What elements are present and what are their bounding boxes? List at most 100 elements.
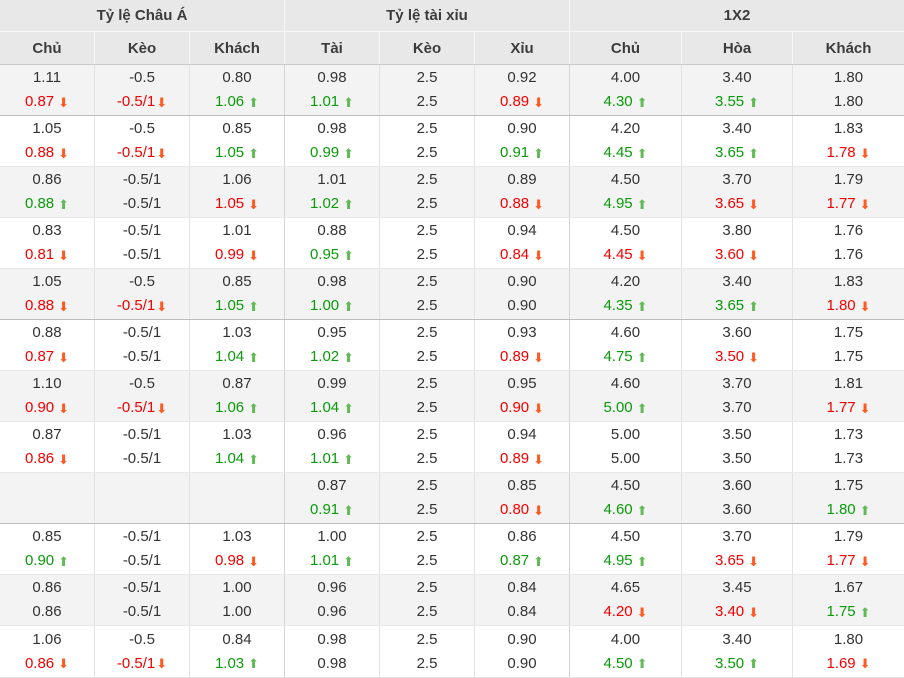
group-header-over-under: Tỷ lệ tài xỉu (285, 0, 570, 31)
trend-up-icon: ⬆ (248, 656, 260, 671)
current-odds-value: 0.90 ⬆ (25, 549, 69, 573)
previous-odds-value: 1.11 (32, 69, 62, 86)
odds-cell: 1.00 1.01 ⬆ (285, 524, 380, 574)
current-odds-value: 4.45 ⬇ (603, 243, 647, 267)
previous-odds-value: -0.5 (129, 69, 155, 86)
odds-number: 0.98 (317, 654, 347, 672)
odds-cell: 0.90 0.90 (475, 269, 570, 319)
odds-number: 0.86 (24, 654, 55, 672)
trend-up-icon: ⬆ (343, 349, 355, 365)
current-odds-value: 1.02 ⬆ (310, 345, 354, 369)
odds-row: 0.88 0.87 ⬇ -0.5/1 -0.5/1 1.03 1.04 ⬆ 0.95 1.02 ⬆ 2… (0, 320, 904, 371)
odds-row: 1.11 0.87 ⬇ -0.5 -0.5/1 ⬇ 0.80 1.06 ⬆ 0.98 1.01 ⬆ 2.… (0, 65, 904, 116)
previous-odds-value: 0.87 (317, 477, 347, 494)
odds-row: 0.87 0.91 ⬆ 2.5 2.5 0.85 0.80 ⬇ 4.50 4.60 ⬆ 3.60 3.6… (0, 473, 904, 524)
odds-number: 3.65 (714, 144, 745, 161)
current-odds-value: 0.90 (507, 294, 536, 318)
trend-up-icon: ⬆ (248, 400, 260, 416)
odds-number: 1.77 (826, 399, 856, 416)
previous-odds-value: 1.73 (833, 426, 864, 443)
previous-odds-value: 0.86 (507, 528, 537, 545)
current-odds-value: 0.89 ⬇ (500, 447, 544, 471)
odds-number: 1.00 (309, 297, 340, 314)
trend-up-icon: ⬆ (859, 604, 871, 620)
odds-number: 5.00 (610, 450, 641, 467)
trend-down-icon: ⬇ (748, 553, 760, 569)
previous-odds-value: 2.5 (416, 630, 438, 648)
group-header-1x2: 1X2 (723, 7, 751, 24)
odds-cell: 0.84 0.84 (475, 575, 570, 625)
current-odds-value: 1.05 ⬆ (215, 141, 259, 165)
odds-cell: 3.60 3.60 (682, 473, 793, 523)
odds-cell (190, 473, 285, 523)
odds-cell: 2.5 2.5 (380, 524, 475, 574)
current-odds-value: 2.5 (417, 243, 438, 267)
trend-down-icon: ⬇ (533, 196, 545, 212)
odds-number: 0.84 (499, 246, 530, 263)
current-odds-value: 3.60 ⬇ (715, 243, 759, 267)
trend-up-icon: ⬆ (636, 502, 648, 518)
odds-number: 2.5 (416, 603, 438, 620)
odds-number: -0.5/1 (116, 399, 156, 416)
trend-up-icon: ⬆ (343, 196, 355, 212)
current-odds-value: 3.65 ⬆ (715, 294, 759, 318)
odds-cell: 2.5 2.5 (380, 269, 475, 319)
odds-cell: 0.80 1.06 ⬆ (190, 65, 285, 115)
odds-cell: 0.85 0.90 ⬆ (0, 524, 95, 574)
current-odds-value: 3.50 (722, 447, 751, 471)
odds-cell: 2.5 2.5 (380, 65, 475, 115)
odds-number: 1.77 (826, 195, 856, 212)
previous-odds-value: 2.5 (416, 273, 438, 290)
odds-cell: 3.40 3.50 ⬆ (682, 626, 793, 677)
current-odds-value: 0.86 (32, 600, 61, 624)
current-odds-value: 1.75 (834, 345, 863, 369)
current-odds-value: 4.95 ⬆ (603, 549, 647, 573)
odds-number: 0.88 (499, 195, 530, 212)
current-odds-value: -0.5/1 (123, 549, 161, 573)
odds-number: 1.80 (826, 297, 856, 314)
previous-odds-value: 4.50 (610, 477, 641, 494)
odds-cell: 0.98 1.00 ⬆ (285, 269, 380, 319)
odds-row: 1.06 0.86 ⬇ -0.5 -0.5/1 ⬇ 0.84 1.03 ⬆ 0.98 0.98 2.5… (0, 626, 904, 677)
odds-cell: 0.98 1.01 ⬆ (285, 65, 380, 115)
odds-cell: 4.20 4.35 ⬆ (570, 269, 682, 319)
trend-up-icon: ⬆ (636, 94, 648, 110)
odds-number: 2.5 (416, 93, 438, 110)
odds-cell: -0.5/1 -0.5/1 (95, 575, 190, 625)
current-odds-value: 2.5 (417, 294, 438, 318)
previous-odds-value: 0.99 (317, 375, 347, 392)
odds-cell: 0.94 0.89 ⬇ (475, 422, 570, 472)
previous-odds-value: 1.79 (833, 171, 864, 188)
column-header-ah-home: Chủ (0, 32, 95, 64)
odds-number: 2.5 (416, 144, 438, 161)
current-odds-value: 2.5 (417, 192, 438, 216)
current-odds-value: 1.77 ⬇ (826, 549, 870, 573)
odds-number: 4.60 (603, 501, 633, 518)
odds-number: 1.02 (309, 195, 340, 212)
odds-number: 1.06 (214, 93, 245, 110)
odds-cell: -0.5 -0.5/1 ⬇ (95, 371, 190, 421)
odds-cell: 0.98 0.99 ⬆ (285, 116, 380, 166)
previous-odds-value: -0.5/1 (122, 171, 162, 188)
current-odds-value: 1.01 ⬆ (310, 549, 354, 573)
odds-cell: 0.92 0.89 ⬇ (475, 65, 570, 115)
previous-odds-value: 0.85 (222, 120, 252, 137)
trend-up-icon: ⬆ (533, 553, 545, 569)
trend-up-icon: ⬆ (343, 451, 355, 467)
previous-odds-value: 0.93 (507, 324, 537, 341)
current-odds-value: 0.95 ⬆ (310, 243, 354, 267)
odds-cell: 4.00 4.50 ⬆ (570, 626, 682, 677)
current-odds-value: 0.88 ⬇ (25, 294, 69, 318)
previous-odds-value: 3.40 (722, 630, 752, 648)
odds-cell: 0.85 0.80 ⬇ (475, 473, 570, 523)
previous-odds-value: -0.5 (129, 273, 155, 290)
trend-down-icon: ⬇ (156, 656, 168, 671)
previous-odds-value: 3.70 (722, 375, 752, 392)
previous-odds-value: 3.60 (722, 324, 752, 341)
previous-odds-value: 0.90 (507, 120, 537, 137)
trend-up-icon: ⬆ (748, 298, 760, 314)
odds-cell: 0.85 1.05 ⬆ (190, 116, 285, 166)
odds-number: 2.5 (416, 450, 438, 467)
odds-number: 0.80 (499, 501, 530, 518)
